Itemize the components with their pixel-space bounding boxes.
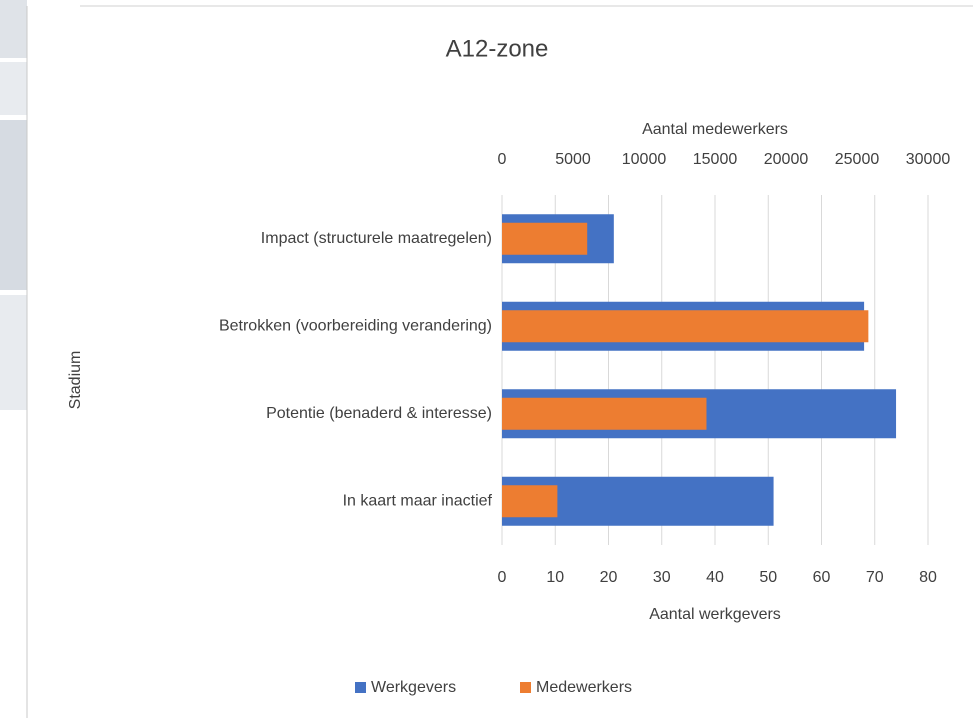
x-tick-label: 30: [653, 569, 671, 586]
x2-tick-label: 20000: [764, 151, 809, 168]
legend-swatch: [355, 682, 366, 693]
x2-tick-label: 25000: [835, 151, 880, 168]
y-tick-label: In kaart maar inactief: [343, 492, 493, 509]
x-tick-label: 10: [546, 569, 564, 586]
x-tick-label: 40: [706, 569, 724, 586]
x-tick-label: 60: [813, 569, 831, 586]
side-panel: [0, 120, 27, 290]
x2-tick-label: 0: [498, 151, 507, 168]
y-tick-label: Potentie (benaderd & interesse): [266, 405, 492, 422]
x-tick-label: 50: [759, 569, 777, 586]
side-panel: [0, 0, 27, 58]
x2-axis-title: Aantal medewerkers: [642, 121, 788, 138]
x2-tick-label: 10000: [622, 151, 667, 168]
y-tick-label: Impact (structurele maatregelen): [261, 230, 492, 247]
legend-label: Medewerkers: [536, 679, 632, 696]
y-tick-label: Betrokken (voorbereiding verandering): [219, 317, 492, 334]
x2-tick-label: 30000: [906, 151, 951, 168]
x-tick-label: 0: [498, 569, 507, 586]
x2-tick-label: 15000: [693, 151, 738, 168]
legend-swatch: [520, 682, 531, 693]
bar: [502, 222, 588, 255]
side-panel: [0, 295, 27, 410]
x-tick-label: 70: [866, 569, 884, 586]
bar: [502, 397, 707, 430]
chart-title: A12-zone: [446, 35, 549, 62]
side-panel: [0, 62, 27, 115]
x-tick-label: 80: [919, 569, 937, 586]
bar: [502, 485, 558, 518]
legend-label: Werkgevers: [371, 679, 456, 696]
x-tick-label: 20: [600, 569, 618, 586]
bar: [502, 310, 869, 343]
x-axis-title: Aantal werkgevers: [649, 606, 781, 623]
x2-tick-label: 5000: [555, 151, 591, 168]
y-axis-title: Stadium: [67, 351, 84, 410]
